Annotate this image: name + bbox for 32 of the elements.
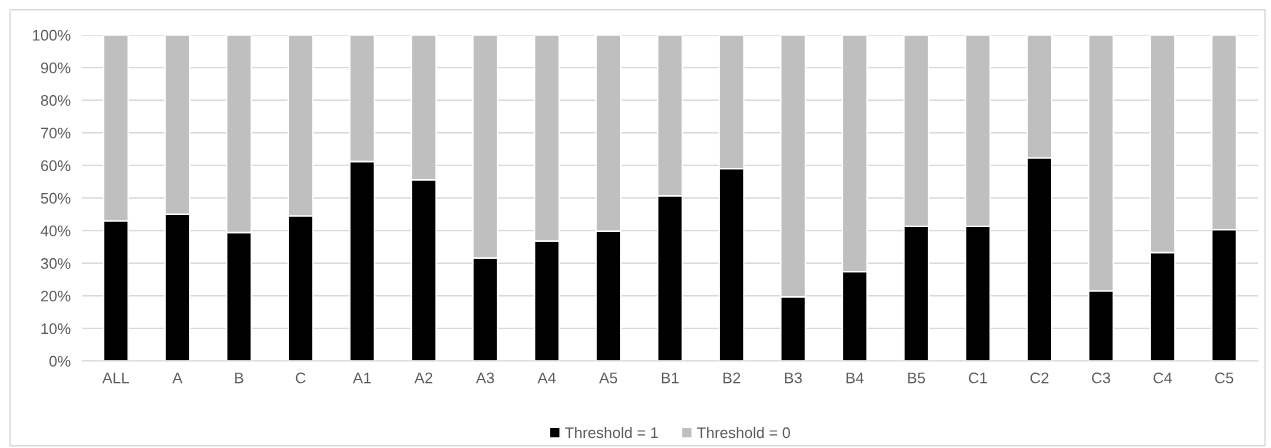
y-tick-label: 0% bbox=[49, 355, 71, 367]
y-tick-label: 90% bbox=[41, 62, 71, 74]
x-tick-label: A2 bbox=[414, 372, 433, 384]
x-tick-label: C4 bbox=[1153, 372, 1172, 384]
y-tick-label: 80% bbox=[40, 95, 71, 106]
x-tick-label: C3 bbox=[1092, 372, 1111, 384]
y-tick-label: 30% bbox=[40, 258, 71, 269]
y-tick-label: 10% bbox=[41, 323, 71, 335]
x-tick-label: A1 bbox=[352, 372, 371, 384]
x-tick-label: A bbox=[172, 372, 183, 384]
x-tick-label: B4 bbox=[846, 372, 864, 384]
x-tick-label: C5 bbox=[1215, 372, 1234, 384]
x-tick-label: A5 bbox=[599, 372, 618, 384]
y-tick-label: 50% bbox=[40, 192, 71, 204]
x-tick-label: A3 bbox=[475, 372, 494, 384]
x-tick-label: ALL bbox=[102, 372, 129, 384]
x-tick-label: A4 bbox=[537, 372, 556, 384]
y-tick-label: 60% bbox=[41, 160, 71, 172]
x-tick-label: C2 bbox=[1030, 372, 1049, 384]
y-tick-label: 20% bbox=[41, 290, 71, 302]
y-tick-label: 70% bbox=[41, 127, 71, 139]
x-tick-label: C1 bbox=[968, 372, 987, 384]
x-tick-label: B bbox=[235, 372, 244, 384]
x-tick-label: B5 bbox=[908, 372, 925, 384]
legend-label: Threshold = 0 bbox=[697, 426, 790, 439]
x-tick-label: B2 bbox=[723, 372, 741, 384]
x-tick-label: B3 bbox=[785, 372, 802, 384]
y-tick-label: 40% bbox=[40, 225, 71, 237]
y-tick-label: 100% bbox=[32, 29, 71, 41]
x-tick-label: B1 bbox=[661, 372, 679, 384]
legend-label: Threshold = 1 bbox=[565, 426, 658, 439]
x-tick-label: C bbox=[295, 372, 306, 384]
